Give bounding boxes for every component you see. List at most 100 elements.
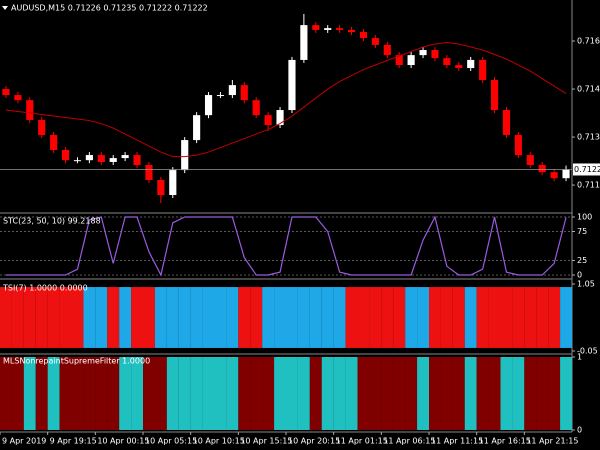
candle-body (347, 29, 356, 33)
indicator-bar (417, 357, 429, 430)
x-tick-label: 10 Apr 20:15 (288, 437, 340, 446)
indicator-bar (250, 287, 263, 348)
y-tick-label: 1.05 (577, 280, 595, 289)
indicator-bar (488, 357, 501, 430)
candle-body (38, 119, 46, 135)
indicator-bar (71, 287, 84, 348)
indicator-bar (393, 287, 406, 348)
indicator-bar (476, 287, 489, 348)
x-tick-label: 11 Apr 21:15 (526, 437, 578, 446)
candle-body (359, 32, 368, 39)
indicator-bar (178, 287, 191, 348)
candle-body (395, 55, 403, 66)
y-tick-label: 75 (577, 227, 587, 236)
indicator-bar (83, 357, 96, 430)
candle-body (181, 140, 189, 171)
indicator-bar (226, 357, 239, 430)
indicator-bar (0, 287, 12, 348)
candle-body (538, 164, 546, 173)
candle-body (514, 134, 522, 156)
indicator-bar (35, 287, 48, 348)
indicator-bar (452, 357, 465, 430)
indicator-bar (297, 287, 310, 348)
indicator-bar (381, 357, 394, 430)
indicator-bar (405, 357, 418, 430)
indicator-line (5, 215, 567, 277)
y-tick-label: 100 (577, 213, 592, 222)
candle-body (73, 160, 82, 162)
indicator-bar (71, 357, 84, 430)
x-tick-label: 11 Apr 01:15 (336, 437, 388, 446)
indicator-bar (274, 287, 286, 348)
x-tick-label: 10 Apr 05:15 (145, 437, 197, 446)
indicator-bar (333, 357, 346, 430)
y-tick-label: 0.71490 (577, 85, 600, 94)
indicator-bar (524, 357, 537, 430)
candle-body (240, 85, 248, 101)
candle-body (300, 25, 308, 60)
indicator-bar (548, 287, 561, 348)
candle-body (157, 179, 165, 195)
y-tick-label: -0.05 (577, 347, 598, 356)
candle-body (407, 55, 415, 66)
indicator-bar (500, 287, 513, 348)
indicator-bar (512, 287, 525, 348)
indicator-bar (107, 357, 120, 430)
indicator-bar (429, 357, 441, 430)
indicator-bar (440, 357, 453, 430)
y-tick-label: 0 (577, 271, 582, 280)
indicator-bar (452, 287, 465, 348)
indicator-bar (309, 357, 322, 430)
indicator-bar (321, 287, 334, 348)
candle-body (419, 50, 427, 56)
candle-body (193, 115, 201, 141)
indicator-bar (440, 287, 453, 348)
moving-average (5, 42, 567, 158)
indicator-bar (405, 287, 418, 348)
candle-body (85, 155, 93, 161)
candle-body (109, 158, 117, 162)
indicator-bar (214, 287, 227, 348)
candle-body (216, 95, 225, 97)
last-price-label: 0.71222 (574, 165, 600, 174)
indicator-bar (154, 357, 167, 430)
candle-body (276, 110, 284, 126)
indicator-bar (357, 357, 370, 430)
candle-body (97, 155, 105, 162)
candle-body (443, 58, 451, 66)
indicator-bar (476, 357, 489, 430)
indicator-bar (524, 287, 537, 348)
indicator-bar (202, 357, 215, 430)
indicator-bar (143, 357, 155, 430)
panel-title: TSI(7) 1.0000 0.0000 (2, 284, 88, 293)
indicator-bar (286, 287, 298, 348)
candle-body (252, 100, 260, 116)
indicator-bar (369, 357, 382, 430)
indicator-bar (286, 357, 298, 430)
indicator-bar (321, 357, 334, 430)
candle-body (2, 89, 10, 96)
indicator-bar (548, 357, 561, 430)
indicator-bar (214, 357, 227, 430)
indicator-bar (190, 357, 203, 430)
indicator-bar (417, 287, 429, 348)
indicator-bar (0, 357, 12, 430)
indicator-bar (23, 357, 36, 430)
y-tick-label: 0.71170 (577, 181, 600, 190)
indicator-bar (500, 357, 513, 430)
indicator-bar (131, 357, 143, 430)
indicator-bar (47, 287, 60, 348)
panel-title: STC(23, 50, 10) 99.2188 (3, 217, 101, 226)
candle-body (550, 172, 558, 179)
indicator-bar (83, 287, 96, 348)
panel-title: MLSNonrepaintSupremeFilter 1.0000 (3, 357, 150, 366)
indicator-bar (274, 357, 286, 430)
indicator-bar (59, 287, 72, 348)
indicator-bar (381, 287, 394, 348)
y-tick-label: 25 (577, 256, 587, 265)
candle-body (133, 155, 141, 165)
indicator-bar (178, 357, 191, 430)
candle-body (467, 59, 475, 69)
indicator-bar (154, 287, 167, 348)
candle-body (383, 44, 391, 56)
